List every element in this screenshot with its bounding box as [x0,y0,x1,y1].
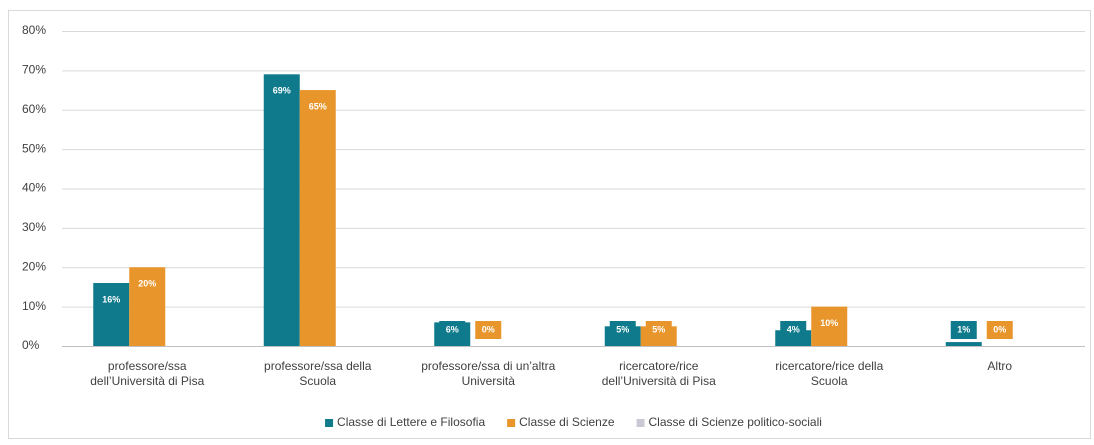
y-tick-label: 50% [22,141,46,155]
value-label: 20% [138,279,156,289]
value-label: 65% [309,101,327,111]
value-label-box [816,314,843,333]
y-tick-label: 40% [22,181,46,195]
value-label-box [986,321,1013,339]
legend-swatch [507,419,516,427]
legend-item: Classe di Lettere e Filosofia [325,415,485,429]
legend-swatch [636,419,645,427]
value-label-box [475,321,502,339]
value-label: 1% [957,324,970,334]
legend-item: Classe di Scienze politico-sociali [636,415,822,429]
value-label-box [780,321,807,339]
value-label: 10% [820,318,838,328]
x-tick-label: professore/ssa della Scuola [264,359,372,388]
legend-label: Classe di Scienze politico-sociali [649,415,822,429]
value-label-box [645,321,672,339]
x-tick-label: Altro [987,359,1012,373]
legend-item: Classe di Scienze [507,415,615,429]
value-label: 5% [616,324,629,334]
value-label: 0% [993,324,1006,334]
bar [945,342,982,346]
y-tick-label: 30% [22,220,46,234]
value-label: 6% [446,324,459,334]
x-tick-label: ricercatore/rice della Scuola [775,359,883,388]
value-label-box [268,82,295,101]
legend-label: Classe di Lettere e Filosofia [337,415,485,429]
value-label: 69% [273,86,291,96]
value-label: 5% [652,324,665,334]
bar [263,74,300,346]
y-tick-label: 10% [22,299,46,313]
y-tick-label: 60% [22,102,46,116]
y-tick-label: 0% [22,338,40,352]
legend-swatch [325,419,334,427]
value-label: 0% [482,324,495,334]
y-tick-label: 20% [22,259,46,273]
value-label: 16% [102,294,120,304]
y-tick-label: 70% [22,63,46,77]
y-tick-label: 80% [22,23,46,37]
legend-label: Classe di Scienze [519,415,615,429]
bar [299,90,336,346]
x-tick-label: ricercatore/rice dell’Università di Pisa [602,359,716,388]
chart-border [8,10,1091,439]
value-label-box [98,291,125,309]
x-tick-label: professore/ssa dell’Università di Pisa [90,359,204,388]
value-label-box [439,321,466,339]
value-label-box [609,321,636,339]
x-tick-label: professore/ssa di un’altra Università [421,359,555,388]
value-label-box [134,275,161,294]
value-label-box [950,321,977,339]
value-label-box [304,98,331,117]
value-label: 4% [787,324,800,334]
